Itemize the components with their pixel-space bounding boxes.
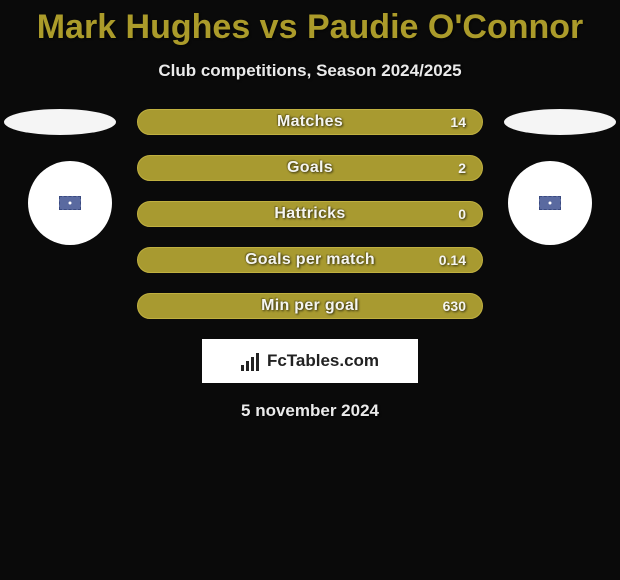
- stat-value: 630: [443, 298, 466, 314]
- avatar-placeholder-icon: [539, 196, 561, 210]
- comparison-stage: Matches 14 Goals 2 Hattricks 0 Goals per match…: [0, 109, 620, 319]
- brand-logo: FcTables.com: [202, 339, 418, 383]
- stat-bar: Goals per match 0.14: [137, 247, 483, 273]
- stat-label: Goals per match: [245, 251, 375, 269]
- stat-bar: Matches 14: [137, 109, 483, 135]
- avatar-right: [508, 161, 592, 245]
- stat-bar: Goals 2: [137, 155, 483, 181]
- avatar-left: [28, 161, 112, 245]
- stat-value: 14: [450, 114, 466, 130]
- stat-bars: Matches 14 Goals 2 Hattricks 0 Goals per match…: [137, 109, 483, 319]
- stat-value: 0: [458, 206, 466, 222]
- subtitle: Club competitions, Season 2024/2025: [0, 61, 620, 81]
- stat-bar: Hattricks 0: [137, 201, 483, 227]
- bars-icon: [241, 351, 263, 371]
- date-label: 5 november 2024: [0, 401, 620, 421]
- stat-label: Goals: [287, 159, 333, 177]
- page-title: Mark Hughes vs Paudie O'Connor: [0, 0, 620, 47]
- stat-label: Hattricks: [274, 205, 345, 223]
- player-platform-right: [504, 109, 616, 135]
- avatar-placeholder-icon: [59, 196, 81, 210]
- stat-bar: Min per goal 630: [137, 293, 483, 319]
- stat-label: Matches: [277, 113, 343, 131]
- stat-label: Min per goal: [261, 297, 359, 315]
- brand-text: FcTables.com: [267, 351, 379, 371]
- stat-value: 0.14: [439, 252, 466, 268]
- player-platform-left: [4, 109, 116, 135]
- stat-value: 2: [458, 160, 466, 176]
